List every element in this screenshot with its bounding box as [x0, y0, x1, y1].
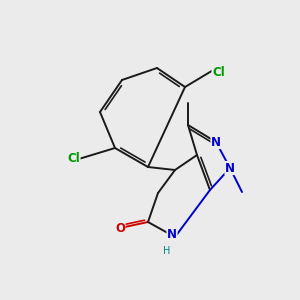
Text: O: O	[115, 221, 125, 235]
Text: N: N	[211, 136, 221, 148]
Text: N: N	[167, 229, 177, 242]
Text: H: H	[163, 246, 171, 256]
Text: N: N	[225, 161, 235, 175]
Text: Cl: Cl	[67, 152, 80, 164]
Text: Cl: Cl	[212, 65, 225, 79]
